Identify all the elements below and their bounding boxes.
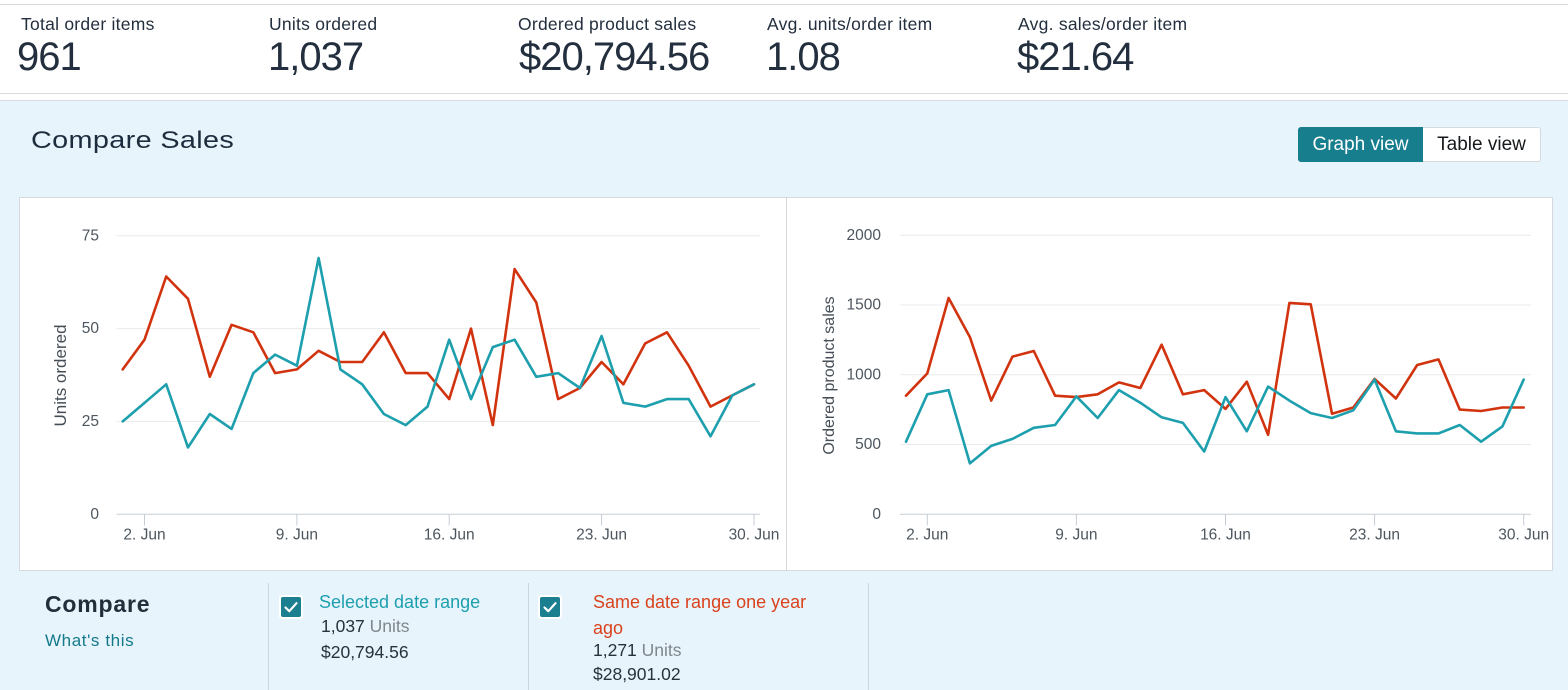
svg-text:25: 25 bbox=[82, 413, 99, 430]
svg-text:500: 500 bbox=[855, 436, 881, 453]
svg-text:75: 75 bbox=[82, 227, 99, 244]
svg-text:Ordered product sales: Ordered product sales bbox=[821, 296, 838, 454]
svg-text:Units ordered: Units ordered bbox=[51, 324, 70, 426]
svg-text:23. Jun: 23. Jun bbox=[1349, 526, 1400, 543]
svg-text:9. Jun: 9. Jun bbox=[276, 526, 318, 543]
svg-text:16. Jun: 16. Jun bbox=[1200, 526, 1251, 543]
svg-text:30. Jun: 30. Jun bbox=[729, 526, 780, 543]
svg-text:0: 0 bbox=[90, 506, 99, 523]
svg-text:2. Jun: 2. Jun bbox=[906, 526, 948, 543]
svg-text:16. Jun: 16. Jun bbox=[424, 526, 475, 543]
svg-text:23. Jun: 23. Jun bbox=[576, 526, 627, 543]
svg-text:50: 50 bbox=[82, 320, 100, 337]
svg-text:2000: 2000 bbox=[847, 227, 882, 244]
svg-text:9. Jun: 9. Jun bbox=[1055, 526, 1097, 543]
svg-text:1500: 1500 bbox=[847, 297, 882, 314]
svg-text:0: 0 bbox=[872, 506, 881, 523]
svg-text:1000: 1000 bbox=[847, 366, 882, 383]
svg-text:30. Jun: 30. Jun bbox=[1498, 526, 1549, 543]
svg-text:2. Jun: 2. Jun bbox=[123, 526, 165, 543]
